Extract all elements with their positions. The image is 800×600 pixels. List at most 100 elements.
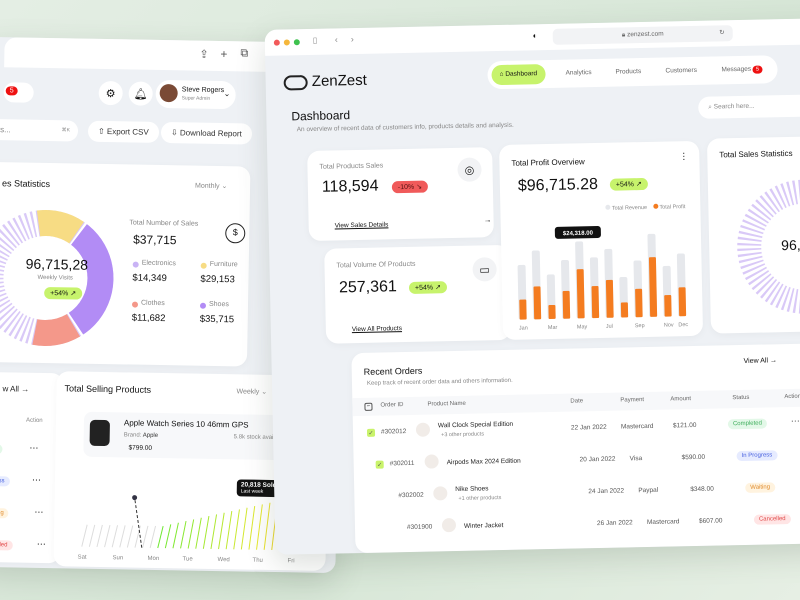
day-label: Wed <box>218 557 230 563</box>
avatar <box>159 83 178 103</box>
reload-icon: ↻ <box>719 29 725 37</box>
profit-bar[interactable] <box>678 287 687 317</box>
profit-bar[interactable] <box>635 288 643 318</box>
card-label: Total Volume Of Products <box>336 260 416 270</box>
weekly-bar <box>233 509 240 550</box>
column-header: Product Name <box>427 400 466 408</box>
settings-icon[interactable]: ⚙ <box>98 80 123 106</box>
minimize-dot[interactable] <box>283 39 290 46</box>
profit-bar[interactable] <box>591 286 600 319</box>
nav-dashboard[interactable]: ⌂ Dashboard <box>491 64 546 86</box>
tooltip-value: $24,318.00 <box>563 231 594 238</box>
download-report-button[interactable]: ⇩ Download Report <box>160 121 252 145</box>
column-header: Action <box>784 393 800 401</box>
table-row[interactable]: ✓ #302011 Airpods Max 2024 Edition 20 Jan… <box>361 441 800 479</box>
search-input[interactable]: ⌕ Search here... <box>698 94 800 119</box>
logo-icon <box>283 74 308 91</box>
target-icon: ◎ <box>457 157 482 182</box>
close-dot[interactable] <box>273 39 280 46</box>
product-item[interactable]: Apple Watch Series 10 46mm GPS Brand: Ap… <box>83 411 305 461</box>
weekly-bar <box>96 524 103 548</box>
row-checkbox[interactable]: ✓ <box>366 428 376 437</box>
tabs-icon[interactable]: ⧉ <box>240 47 249 60</box>
weekly-bar <box>119 525 126 548</box>
profit-bar[interactable] <box>648 257 658 317</box>
column-header: Date <box>570 398 584 405</box>
period-dropdown[interactable]: Weekly ⌄ <box>236 388 268 396</box>
total-label: Total Number of Sales <box>129 219 199 228</box>
day-label: Sat <box>78 555 87 561</box>
weekly-bar <box>164 524 172 549</box>
view-sales-details-link[interactable]: View Sales Details <box>334 221 389 230</box>
bell-icon[interactable]: 🔔︎ <box>128 81 153 106</box>
nav-customers[interactable]: Customers <box>665 66 698 75</box>
brand-logo[interactable]: ZenZest <box>283 72 367 91</box>
status-badge: In Progress <box>736 450 778 462</box>
x-tick-label: May <box>577 324 588 330</box>
table-row[interactable]: #302002 Nike Shoes +1 other products 24 … <box>370 473 800 511</box>
url-bar[interactable]: 🔒︎ zenzest.com ↻ <box>552 25 733 45</box>
center-value: 96, <box>781 236 800 254</box>
user-menu[interactable]: Steve Rogers Super Admin ⌄ <box>155 79 236 110</box>
more-icon[interactable]: ⋯ <box>790 415 800 426</box>
forward-icon[interactable]: › <box>350 34 354 45</box>
row-checkbox[interactable]: ✓ <box>375 460 384 469</box>
select-all-checkbox[interactable]: − <box>364 402 373 411</box>
view-all-link[interactable]: w All → <box>2 384 30 394</box>
more-icon[interactable]: ⋯ <box>34 506 44 517</box>
product-thumbnail <box>441 518 457 533</box>
box-icon: ▭ <box>472 257 497 282</box>
export-csv-button[interactable]: ⇧ Export CSV <box>87 120 159 143</box>
card-title: Total Sales Statistics <box>719 148 793 160</box>
change-badge: +54% ↗ <box>609 177 648 191</box>
weekly-bar <box>218 512 225 550</box>
card-title: Recent Orders <box>363 365 423 377</box>
nav-messages[interactable]: Messages 5 <box>713 59 770 80</box>
weekly-bar <box>142 525 149 548</box>
table-row[interactable]: #301900 Winter Jacket 26 Jan 2022 Master… <box>379 505 800 543</box>
profit-bar[interactable] <box>620 302 629 318</box>
card-value: 118,594 <box>321 177 379 196</box>
profit-bar[interactable] <box>664 295 672 317</box>
maximize-dot[interactable] <box>293 39 300 46</box>
chart-legend: Total Revenue Total Profit <box>605 203 691 212</box>
profit-value: $96,715.28 <box>517 175 599 195</box>
new-tab-icon[interactable]: + <box>220 47 228 62</box>
more-icon[interactable]: ⋯ <box>31 474 42 485</box>
sales-donut <box>0 209 114 346</box>
legend-dot <box>200 262 207 269</box>
order-amount: $607.00 <box>698 517 723 525</box>
more-icon[interactable]: ⋯ <box>36 538 46 550</box>
product-name: Winter Jacket <box>463 522 504 530</box>
profit-bar[interactable] <box>562 290 571 319</box>
order-amount: $590.00 <box>681 453 706 462</box>
arrow-right-icon[interactable]: → <box>483 215 492 225</box>
more-vertical-icon[interactable]: ⋮ <box>679 151 689 162</box>
category-label: Shoes <box>208 300 229 309</box>
share-icon[interactable]: ⇪ <box>199 48 209 61</box>
profit-bar[interactable] <box>576 269 585 319</box>
weekly-bar <box>210 514 218 550</box>
view-all-link[interactable]: View All → <box>743 357 778 365</box>
nav-products[interactable]: Products <box>615 68 642 76</box>
table-row[interactable]: ✓ #302012 Wall Clock Special Edition +3 o… <box>353 409 800 447</box>
order-amount: $348.00 <box>690 485 714 494</box>
back-icon[interactable]: ‹ <box>334 34 338 45</box>
profit-bar[interactable] <box>519 299 527 320</box>
more-icon[interactable]: ⋯ <box>29 442 39 453</box>
category-label: Electronics <box>141 259 177 268</box>
profit-bar[interactable] <box>533 286 542 320</box>
sidebar-icon[interactable]: ▯ <box>312 35 318 45</box>
nav-analytics[interactable]: Analytics <box>565 69 592 77</box>
weekly-bar <box>149 525 157 548</box>
profit-bar[interactable] <box>605 279 614 318</box>
marker-point <box>132 495 138 501</box>
dollar-icon: $ <box>225 223 246 244</box>
profit-bar[interactable] <box>548 304 556 320</box>
view-all-products-link[interactable]: View All Products <box>351 325 403 334</box>
order-id: #302002 <box>398 491 424 500</box>
weekly-bar <box>157 525 164 549</box>
period-dropdown[interactable]: Monthly ⌄ <box>195 182 228 191</box>
view-all-label[interactable]: w All <box>2 384 20 394</box>
search-input[interactable]: ers... ⌘K <box>0 118 79 142</box>
